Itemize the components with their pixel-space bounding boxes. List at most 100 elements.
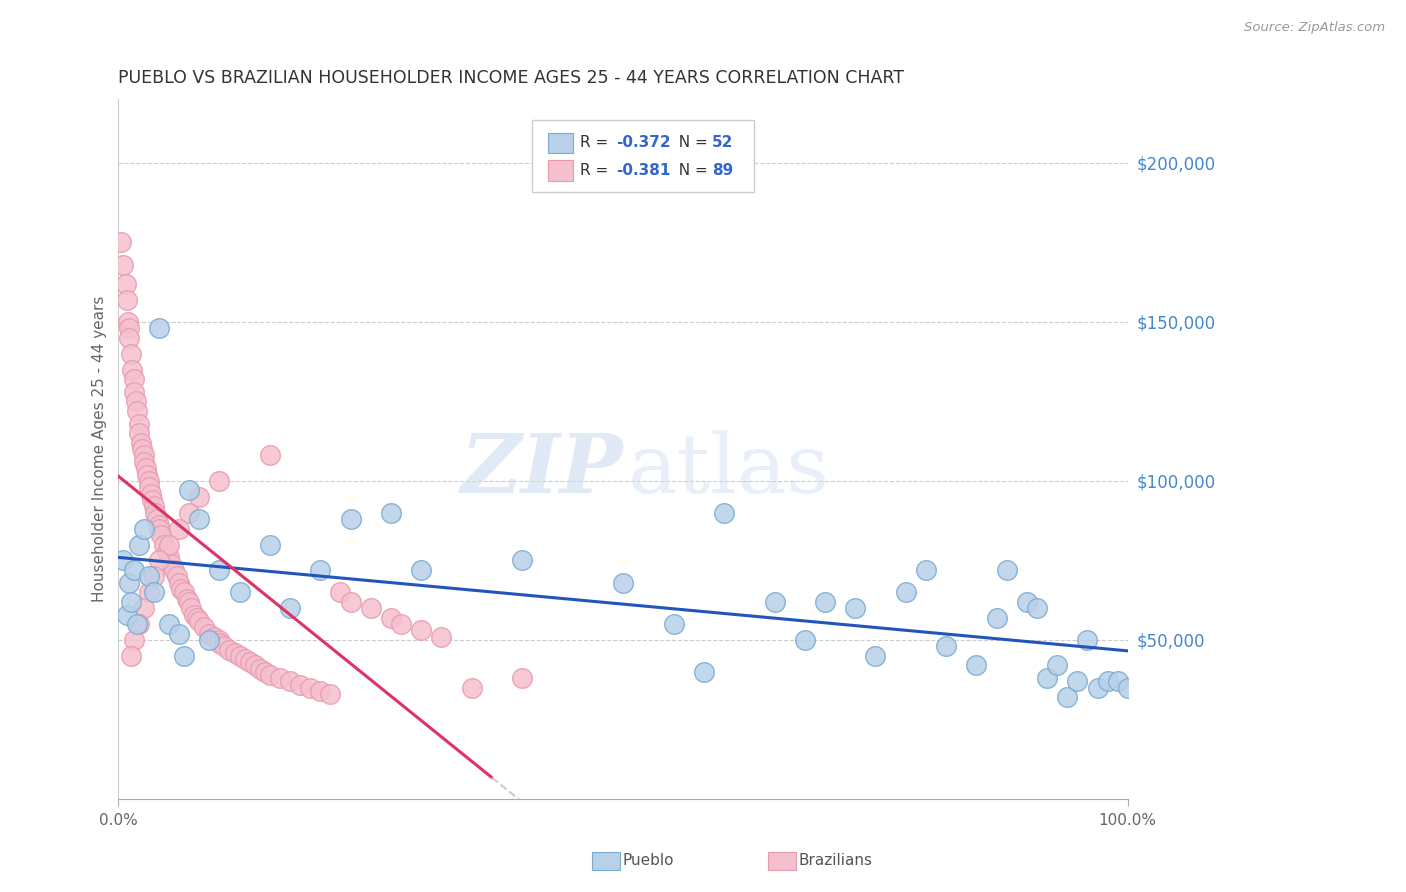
Point [128,537,150,551]
Point [1026,601,1049,615]
Point [228,648,250,663]
Point [177,506,200,520]
Point [411,624,433,638]
Text: N =: N = [668,136,713,151]
Point [380,506,402,520]
Point [120,347,142,361]
Point [124,394,146,409]
Point [125,404,148,418]
Text: 89: 89 [711,162,733,178]
Point [389,617,412,632]
Point [253,665,276,679]
Point [461,681,484,695]
FancyBboxPatch shape [548,133,572,153]
Point [148,522,170,536]
Point [125,617,148,632]
Point [1087,681,1109,695]
Point [269,671,291,685]
Point [138,585,160,599]
Point [142,500,165,514]
Point [224,646,246,660]
Point [198,626,221,640]
Point [177,483,200,498]
Point [132,455,155,469]
Point [1015,595,1038,609]
Point [1066,674,1088,689]
Point [1076,632,1098,647]
Point [198,632,221,647]
Point [148,518,170,533]
Point [214,640,236,654]
Point [188,512,211,526]
Point [844,601,866,615]
Point [142,569,165,583]
Point [865,648,887,663]
Text: R =: R = [579,162,613,178]
Point [1107,674,1129,689]
Point [135,461,157,475]
Point [128,417,150,431]
Point [177,595,200,609]
Point [208,563,231,577]
Point [128,617,150,632]
Text: ZIP: ZIP [461,430,623,510]
Point [763,595,786,609]
Point [319,687,342,701]
Text: -0.381: -0.381 [616,162,671,178]
Point [157,537,180,551]
Text: R =: R = [579,136,613,151]
Point [114,277,136,291]
Point [121,362,143,376]
Text: Pueblo: Pueblo [623,854,675,868]
Point [148,321,170,335]
Point [380,611,402,625]
Point [153,537,176,551]
Point [278,601,301,615]
Point [186,611,208,625]
Point [329,585,352,599]
Point [233,652,256,666]
Point [995,563,1018,577]
Point [131,442,153,456]
Point [117,331,139,345]
Point [142,585,165,599]
Point [202,630,225,644]
Point [1036,671,1059,685]
Text: Source: ZipAtlas.com: Source: ZipAtlas.com [1244,21,1385,34]
Point [662,617,685,632]
Point [218,642,240,657]
Point [138,480,160,494]
Point [173,585,195,599]
Point [510,553,533,567]
Point [167,522,190,536]
FancyBboxPatch shape [533,120,755,192]
Point [143,506,166,520]
Point [110,235,132,250]
Point [112,258,135,272]
Point [249,662,271,676]
Point [132,522,155,536]
Point [148,553,170,567]
Point [793,632,815,647]
Point [360,601,382,615]
Point [713,506,735,520]
Point [411,563,433,577]
Point [259,668,281,682]
Point [183,607,205,622]
Point [139,486,162,500]
Point [146,512,169,526]
Point [228,585,250,599]
Point [128,426,150,441]
Point [208,632,231,647]
Point [193,620,215,634]
Point [814,595,837,609]
Point [132,601,155,615]
Point [986,611,1008,625]
Point [129,435,152,450]
Point [510,671,533,685]
Point [1056,690,1078,705]
Point [915,563,938,577]
Point [149,528,172,542]
Point [188,490,211,504]
Point [180,601,202,615]
